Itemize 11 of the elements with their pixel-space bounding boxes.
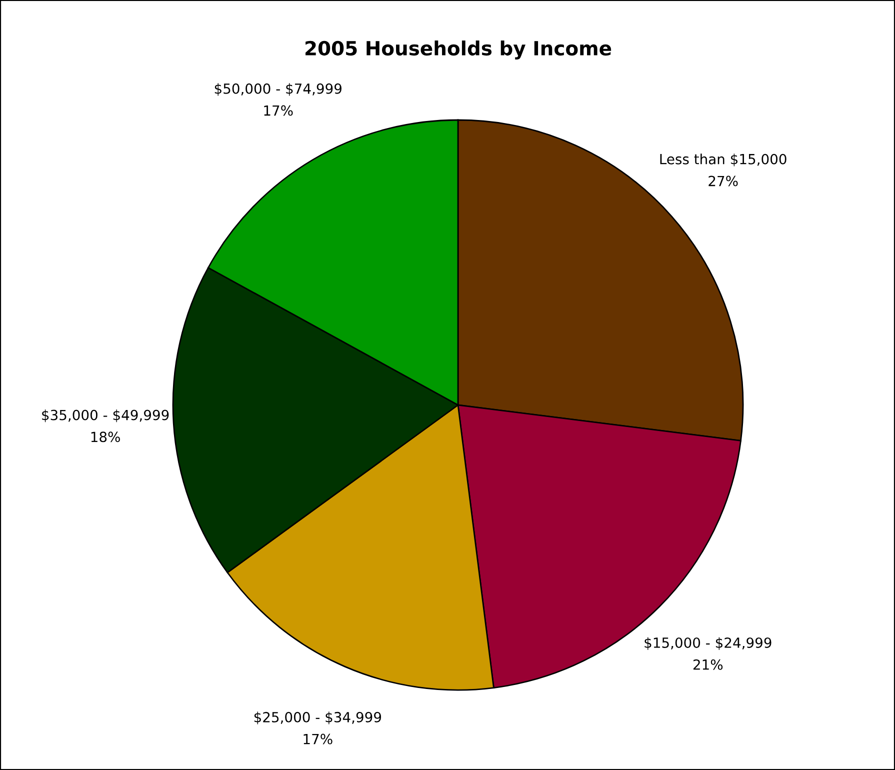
data-label: 18% <box>91 432 120 442</box>
data-label: 21% <box>693 659 723 670</box>
slice-label: $25,000 - $34,999 <box>254 712 382 724</box>
slice-label: Less than $15,000 <box>660 154 786 166</box>
chart-title: 2005 Households by Income <box>306 40 612 60</box>
slice-label: $35,000 - $49,999 <box>42 410 169 422</box>
slice-label: $50,000 - $74,999 <box>214 83 342 96</box>
data-label: 27% <box>708 176 738 186</box>
slice-label: $15,000 - $24,999 <box>644 637 772 650</box>
data-label: 17% <box>264 105 293 116</box>
data-label: 17% <box>304 734 332 744</box>
